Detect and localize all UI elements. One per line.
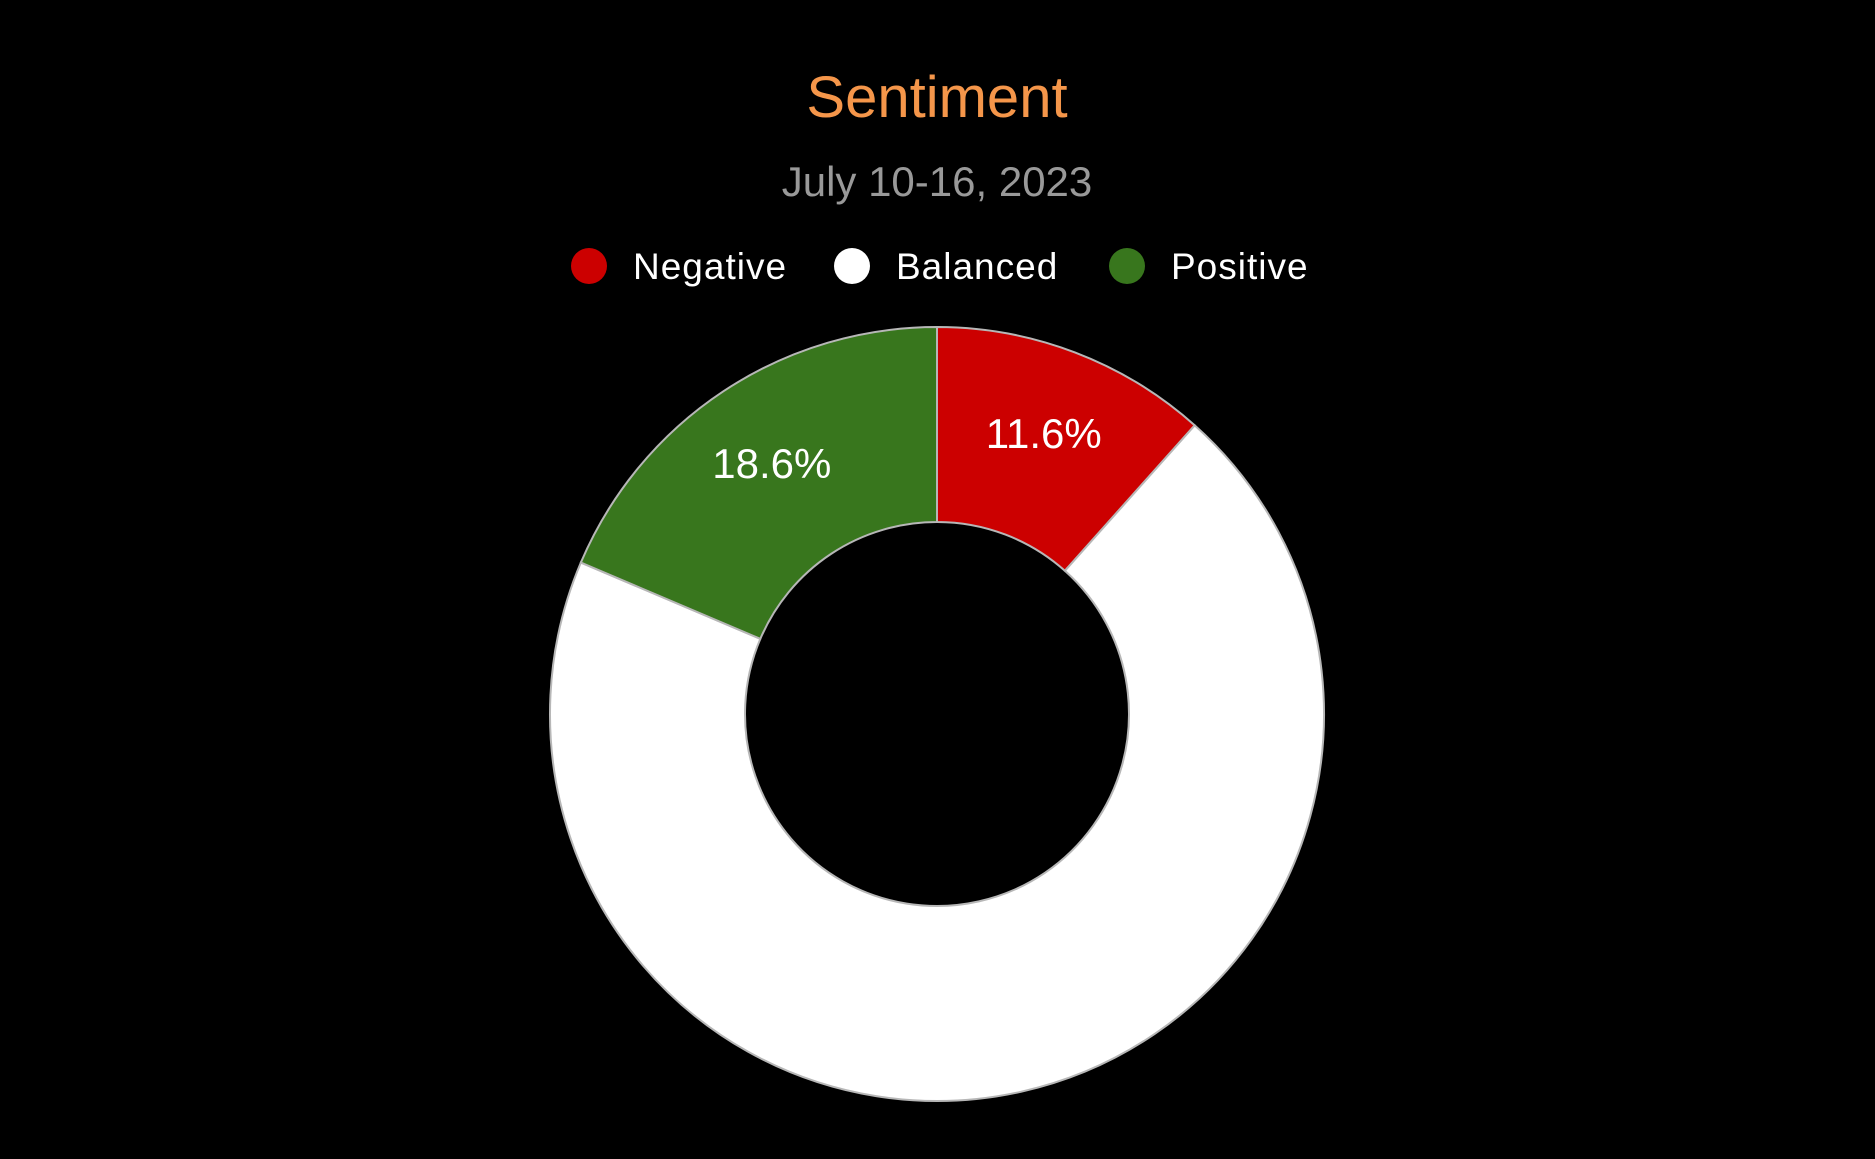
slice-labels: 11.6% 18.6% xyxy=(712,410,1102,487)
slice-positive xyxy=(579,325,938,641)
legend-item-balanced: Balanced xyxy=(834,246,1058,287)
legend-item-negative: Negative xyxy=(571,246,787,287)
legend-marker-positive xyxy=(1109,248,1145,284)
legend-marker-balanced xyxy=(834,248,870,284)
legend-marker-negative xyxy=(571,248,607,284)
legend-item-positive: Positive xyxy=(1109,246,1309,287)
slice-label-positive: 18.6% xyxy=(712,440,831,487)
legend-label-balanced: Balanced xyxy=(896,246,1058,287)
donut-slices xyxy=(549,325,1325,1102)
slice-label-negative: 11.6% xyxy=(986,410,1102,457)
legend-label-negative: Negative xyxy=(633,246,787,287)
slice-balanced xyxy=(549,423,1325,1102)
slice-negative xyxy=(936,325,1197,573)
chart-title: Sentiment xyxy=(806,65,1067,130)
legend-label-positive: Positive xyxy=(1171,246,1309,287)
chart-legend: Negative Balanced Positive xyxy=(571,246,1309,287)
chart-subtitle: July 10-16, 2023 xyxy=(782,158,1093,205)
